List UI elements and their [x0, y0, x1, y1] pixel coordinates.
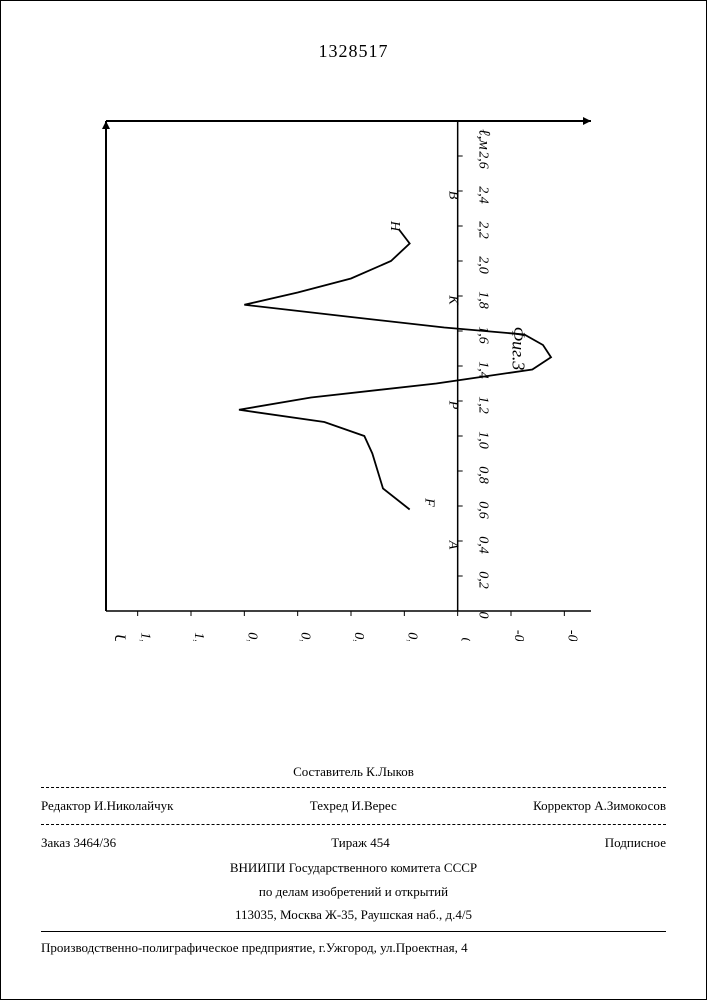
svg-text:2,6: 2,6 [476, 151, 491, 169]
tirazh: Тираж 454 [331, 833, 390, 853]
chart-svg: 00,20,40,60,81,01,21,41,61,82,02,22,42,6… [61, 101, 641, 641]
techred-name: И.Верес [351, 798, 396, 813]
svg-text:1,2: 1,2 [476, 396, 491, 414]
org-line-1: ВНИИПИ Государственного комитета СССР [41, 856, 666, 880]
svg-text:ℓ,м: ℓ,м [476, 129, 493, 150]
svg-text:0,8: 0,8 [476, 466, 491, 484]
corrector-name: А.Зимокосов [594, 798, 666, 813]
editor-label: Редактор [41, 798, 91, 813]
production-line: Производственно-полиграфическое предприя… [41, 936, 666, 960]
svg-text:A: A [446, 540, 461, 550]
svg-text:1,8: 1,8 [476, 291, 491, 309]
divider [41, 931, 666, 932]
svg-text:0,4: 0,4 [476, 536, 491, 554]
svg-text:0,4: 0,4 [351, 632, 366, 641]
corrector: Корректор А.Зимокосов [533, 796, 666, 816]
techred-label: Техред [310, 798, 348, 813]
document-number: 1328517 [1, 41, 706, 62]
footer-block: Составитель К.Лыков Редактор И.Николайчу… [41, 760, 666, 960]
compiler-line: Составитель К.Лыков [41, 760, 666, 784]
svg-text:K: K [446, 294, 461, 305]
org-line-2: по делам изобретений и открытий [41, 880, 666, 904]
svg-text:0: 0 [458, 638, 473, 642]
svg-text:U,в: U,в [111, 634, 128, 641]
credits-row: Редактор И.Николайчук Техред И.Верес Кор… [41, 792, 666, 820]
subscription: Подписное [605, 833, 666, 853]
chart-figure: 00,20,40,60,81,01,21,41,61,82,02,22,42,6… [61, 101, 641, 641]
svg-text:-0,4: -0,4 [564, 630, 579, 641]
svg-text:2,0: 2,0 [476, 256, 491, 274]
corrector-label: Корректор [533, 798, 591, 813]
svg-text:1,0: 1,0 [476, 431, 491, 449]
svg-text:0,6: 0,6 [476, 501, 491, 519]
editor: Редактор И.Николайчук [41, 796, 174, 816]
svg-text:F: F [422, 497, 437, 507]
divider [41, 787, 666, 788]
svg-text:1,0: 1,0 [191, 632, 206, 641]
techred: Техред И.Верес [310, 796, 397, 816]
editor-name: И.Николайчук [94, 798, 174, 813]
svg-text:1,2: 1,2 [138, 632, 153, 641]
svg-text:2,2: 2,2 [476, 221, 491, 239]
address-line: 113035, Москва Ж-35, Раушская наб., д.4/… [41, 903, 666, 927]
svg-text:-0,2: -0,2 [511, 630, 526, 641]
divider [41, 824, 666, 825]
svg-text:0,6: 0,6 [298, 632, 313, 641]
svg-text:0: 0 [476, 612, 491, 619]
order-row: Заказ 3464/36 Тираж 454 Подписное [41, 829, 666, 857]
svg-text:0,2: 0,2 [476, 571, 491, 589]
svg-text:1,6: 1,6 [476, 326, 491, 344]
svg-text:B: B [446, 191, 461, 200]
svg-text:P: P [446, 400, 461, 410]
order: Заказ 3464/36 [41, 833, 116, 853]
svg-text:0,8: 0,8 [244, 632, 259, 641]
svg-text:2,4: 2,4 [476, 186, 491, 204]
page-container: 1328517 00,20,40,60,81,01,21,41,61,82,02… [0, 0, 707, 1000]
svg-text:0,2: 0,2 [404, 632, 419, 641]
